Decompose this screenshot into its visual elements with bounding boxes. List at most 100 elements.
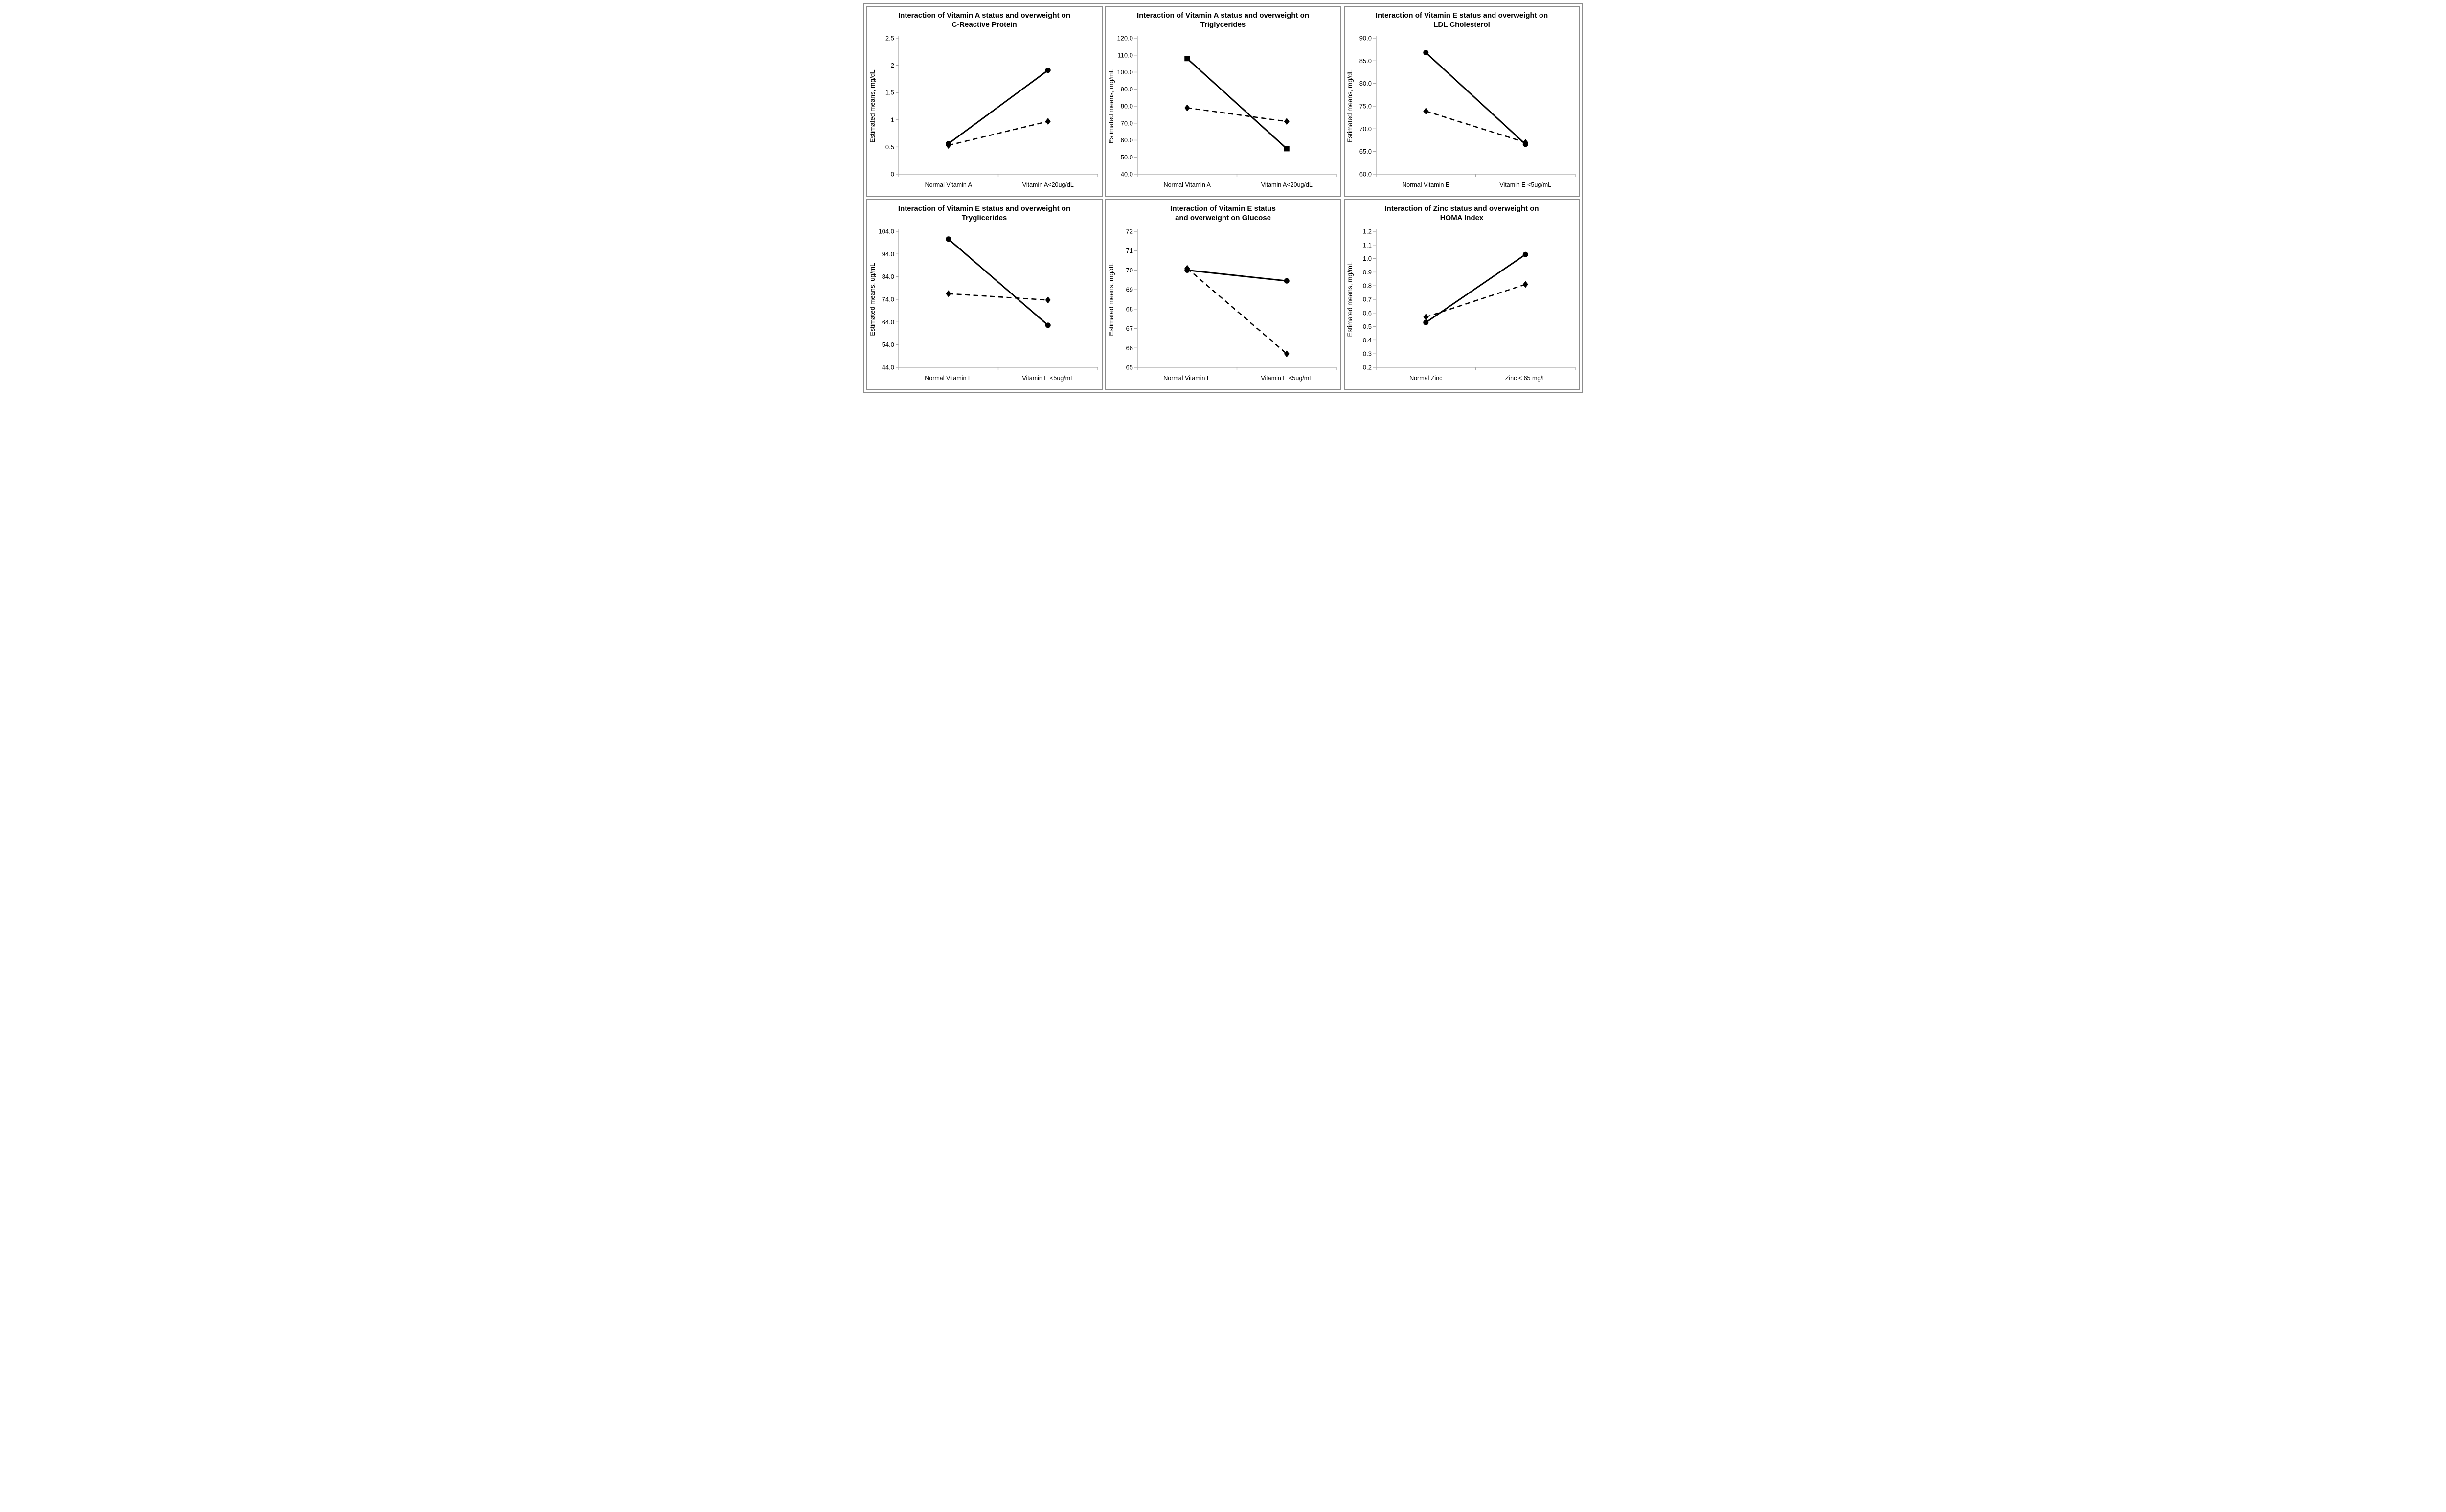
marker-diamond (945, 290, 951, 297)
marker-circle (1522, 251, 1528, 257)
chart-title-line: LDL Cholesterol (1433, 21, 1490, 29)
marker-square (1184, 56, 1190, 62)
marker-circle (1423, 50, 1428, 56)
chart-title: Interaction of Vitamin E status and over… (1345, 7, 1579, 34)
y-tick-label: 85.0 (1359, 57, 1371, 65)
y-tick-label: 0.9 (1362, 269, 1371, 276)
series-line-dashed (948, 120, 1048, 146)
chart-title-line: Triglycerides (1200, 21, 1246, 29)
chart-panel: Interaction of Vitamin E status and overw… (1105, 199, 1341, 390)
marker-diamond (1423, 314, 1428, 321)
y-tick-label: 0.5 (1362, 323, 1371, 330)
category-label: Vitamin E <5ug/mL (1499, 181, 1551, 188)
marker-diamond (1423, 108, 1428, 115)
series-line-solid (1186, 58, 1287, 149)
y-tick-label: 2.5 (885, 35, 894, 42)
y-tick-label: 0.8 (1362, 282, 1371, 290)
y-axis-label: Estimated means, ug/mL (869, 263, 876, 336)
series-line-dashed (1187, 107, 1287, 122)
y-tick-label: 54.0 (882, 341, 894, 348)
marker-diamond (1284, 350, 1290, 358)
y-tick-label: 60.0 (1120, 136, 1132, 144)
chart-title-line: Interaction of Vitamin A status and over… (898, 11, 1070, 20)
marker-square (1284, 146, 1290, 152)
y-tick-label: 100.0 (1117, 68, 1133, 76)
y-tick-label: 84.0 (882, 273, 894, 280)
y-axis-label: Estimated means, mg/dL (1346, 69, 1354, 143)
series-line-solid (1425, 52, 1526, 145)
y-tick-label: 40.0 (1120, 171, 1132, 178)
chart-title-line: Tryglicerides (961, 214, 1007, 223)
y-tick-label: 65 (1126, 364, 1132, 371)
y-tick-label: 1.2 (1362, 228, 1371, 235)
y-tick-label: 70.0 (1359, 125, 1371, 133)
y-tick-label: 64.0 (882, 318, 894, 326)
chart-plot: Estimated means, mg/dL 0 0.5 1 1.5 2 2.5 Normal… (869, 35, 1098, 188)
y-tick-label: 71 (1126, 247, 1132, 254)
chart-panel: Interaction of Vitamin E status and over… (1343, 6, 1580, 197)
y-tick-label: 0.2 (1362, 364, 1371, 371)
category-label: Normal Vitamin A (1163, 181, 1211, 188)
marker-diamond (1284, 118, 1290, 125)
marker-diamond (1045, 118, 1051, 125)
y-tick-label: 1.0 (1362, 255, 1371, 262)
chart-panel: Interaction of Vitamin E status and over… (866, 199, 1103, 390)
y-axis-label: Estimated means, mg/dL (1108, 263, 1115, 336)
y-tick-label: 0.7 (1362, 296, 1371, 303)
y-tick-label: 68 (1126, 305, 1132, 313)
chart-title-line: Interaction of Vitamin E status and over… (1375, 11, 1548, 20)
y-tick-label: 66 (1126, 344, 1132, 352)
chart-title-line: Interaction of Vitamin A status and over… (1137, 11, 1309, 20)
chart-title: Interaction of Vitamin E status and over… (867, 200, 1102, 227)
category-label: Normal Vitamin E (1402, 181, 1449, 188)
marker-circle (1284, 278, 1290, 284)
y-tick-label: 80.0 (1359, 80, 1371, 87)
chart-plot: Estimated means, ug/mL 44.0 54.0 64.0 74.0 84… (869, 228, 1098, 382)
chart-title-line: Interaction of Vitamin E status (1170, 204, 1276, 213)
series-line-dashed (1186, 268, 1287, 355)
y-tick-label: 1.1 (1362, 241, 1371, 248)
marker-diamond (1045, 296, 1051, 304)
marker-circle (1045, 322, 1051, 328)
y-axis-label: Estimated means, mg/mL (1346, 262, 1354, 337)
category-label: Normal Vitamin E (1163, 375, 1211, 382)
y-tick-label: 0.6 (1362, 309, 1371, 316)
series-line-dashed (1425, 110, 1526, 143)
marker-diamond (945, 142, 951, 149)
y-axis-label: Estimated means, mg/mL (1108, 68, 1115, 144)
y-tick-label: 0 (890, 171, 894, 178)
y-tick-label: 75.0 (1359, 103, 1371, 110)
figure-frame: Interaction of Vitamin A status and over… (863, 3, 1583, 393)
category-label: Normal Vitamin A (925, 181, 972, 188)
page: { "figure_background": "#ffffff", "frame… (0, 3, 2446, 393)
y-tick-label: 65.0 (1359, 148, 1371, 155)
chart-title: Interaction of Vitamin A status and over… (867, 7, 1102, 34)
y-tick-label: 70 (1126, 267, 1132, 274)
category-label: Vitamin E <5ug/mL (1022, 375, 1074, 382)
chart-title-line: Interaction of Zinc status and overweigh… (1384, 204, 1539, 213)
y-tick-label: 0.4 (1362, 337, 1371, 344)
y-tick-label: 0.3 (1362, 350, 1371, 358)
category-label: Normal Vitamin E (925, 375, 972, 382)
chart-panel: Interaction of Zinc status and overweigh… (1343, 199, 1580, 390)
series-line-solid (948, 238, 1048, 326)
y-tick-label: 60.0 (1359, 171, 1371, 178)
marker-circle (1423, 319, 1428, 325)
y-tick-label: 50.0 (1120, 154, 1132, 161)
category-label: Normal Zinc (1409, 375, 1442, 382)
chart-title-line: and overweight on Glucose (1175, 214, 1271, 223)
series-line-solid (1187, 269, 1287, 282)
chart-plot: Estimated means, mg/mL 40.0 50.0 60.0 70.0 80… (1108, 35, 1337, 188)
chart-title-line: C-Reactive Protein (951, 21, 1017, 29)
marker-circle (1045, 68, 1051, 73)
marker-diamond (1184, 265, 1190, 272)
series-line-dashed (1425, 284, 1526, 318)
y-tick-label: 1.5 (885, 89, 894, 96)
category-label: Vitamin A<20ug/dL (1261, 181, 1312, 188)
chart-panel: Interaction of Vitamin A status and over… (1105, 6, 1341, 197)
y-tick-label: 90.0 (1359, 35, 1371, 42)
y-axis-label: Estimated means, mg/dL (869, 69, 876, 143)
chart-title: Interaction of Zinc status and overweigh… (1345, 200, 1579, 227)
marker-circle (945, 236, 951, 242)
category-label: Vitamin E <5ug/mL (1261, 375, 1313, 382)
